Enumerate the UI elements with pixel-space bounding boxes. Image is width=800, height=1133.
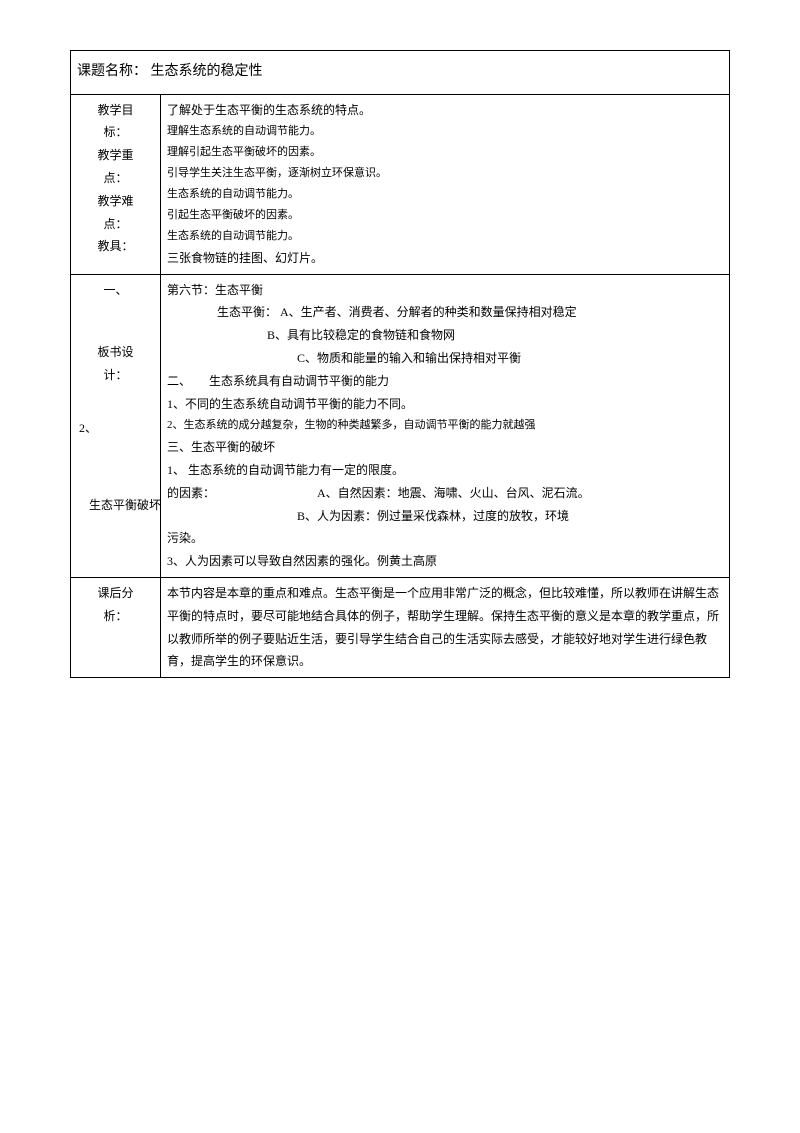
analysis-row: 课后分 析： 本节内容是本章的重点和难点。生态平衡是一个应用非常广泛的概念，但比… — [71, 577, 730, 677]
objective-line: 理解生态系统的自动调节能力。 — [167, 121, 723, 142]
label-text: 教学重 — [77, 144, 154, 167]
objective-line: 引导学生关注生态平衡，逐渐树立环保意识。 — [167, 163, 723, 184]
board-design-label-cell: 一、 板书设 计： 2、 生态平衡破坏 — [71, 274, 161, 577]
objective-line: 理解引起生态平衡破坏的因素。 — [167, 142, 723, 163]
board-line: 3、人为因素可以导致自然因素的强化。例黄土高原 — [167, 550, 723, 573]
label-text: 计： — [77, 364, 154, 387]
board-line: 1、 生态系统的自动调节能力有一定的限度。 — [167, 459, 723, 482]
board-line: C、物质和能量的输入和输出保持相对平衡 — [167, 347, 723, 370]
overflow-text: 生态平衡破坏 — [89, 494, 161, 517]
lesson-plan-table: 课题名称： 生态系统的稳定性 教学目 标： 教学重 点： 教学难 点： 教具： … — [70, 50, 730, 678]
objectives-row: 教学目 标： 教学重 点： 教学难 点： 教具： 了解处于生态平衡的生态系统的特… — [71, 94, 730, 274]
label-text: 点： — [77, 167, 154, 190]
analysis-content-cell: 本节内容是本章的重点和难点。生态平衡是一个应用非常广泛的概念，但比较难懂，所以教… — [161, 577, 730, 677]
label-text: 2、 — [77, 417, 154, 440]
title-value: 生态系统的稳定性 — [151, 64, 263, 79]
objective-line: 生态系统的自动调节能力。 — [167, 184, 723, 205]
label-text: 教学难 — [77, 190, 154, 213]
title-label: 课题名称： — [77, 64, 147, 79]
board-line: 1、不同的生态系统自动调节平衡的能力不同。 — [167, 393, 723, 416]
objectives-content-cell: 了解处于生态平衡的生态系统的特点。 理解生态系统的自动调节能力。 理解引起生态平… — [161, 94, 730, 274]
objective-line: 引起生态平衡破坏的因素。 — [167, 205, 723, 226]
analysis-text: 本节内容是本章的重点和难点。生态平衡是一个应用非常广泛的概念，但比较难懂，所以教… — [167, 586, 719, 668]
objectives-label-cell: 教学目 标： 教学重 点： 教学难 点： 教具： — [71, 94, 161, 274]
label-text: 标： — [77, 121, 154, 144]
objective-line: 了解处于生态平衡的生态系统的特点。 — [167, 99, 723, 122]
label-text: 板书设 — [77, 341, 154, 364]
board-design-row: 一、 板书设 计： 2、 生态平衡破坏 第六节：生态平衡 生态平衡： A、生产者… — [71, 274, 730, 577]
title-cell: 课题名称： 生态系统的稳定性 — [71, 51, 730, 95]
label-text: 教学目 — [77, 99, 154, 122]
label-text: 教具： — [77, 235, 154, 258]
title-row: 课题名称： 生态系统的稳定性 — [71, 51, 730, 95]
label-text: 点： — [77, 213, 154, 236]
board-line: 二、 生态系统具有自动调节平衡的能力 — [167, 370, 723, 393]
board-line: 污染。 — [167, 527, 723, 550]
analysis-label-cell: 课后分 析： — [71, 577, 161, 677]
label-text: 析： — [77, 605, 154, 628]
board-line: 的因素： A、自然因素：地震、海啸、火山、台风、泥石流。 — [167, 482, 723, 505]
board-line: 三、生态平衡的破坏 — [167, 436, 723, 459]
board-line: B、人为因素：例过量采伐森林，过度的放牧，环境 — [167, 505, 723, 528]
board-line: 生态平衡： A、生产者、消费者、分解者的种类和数量保持相对稳定 — [167, 301, 723, 324]
label-text: 课后分 — [77, 582, 154, 605]
objective-line: 生态系统的自动调节能力。 — [167, 226, 723, 247]
board-line: 2、生态系统的成分越复杂，生物的种类越繁多，自动调节平衡的能力就越强 — [167, 415, 723, 436]
board-line: B、具有比较稳定的食物链和食物网 — [167, 324, 723, 347]
label-text: 一、 — [77, 279, 154, 302]
board-design-content-cell: 第六节：生态平衡 生态平衡： A、生产者、消费者、分解者的种类和数量保持相对稳定… — [161, 274, 730, 577]
board-line: 第六节：生态平衡 — [167, 279, 723, 302]
objective-line: 三张食物链的挂图、幻灯片。 — [167, 247, 723, 270]
